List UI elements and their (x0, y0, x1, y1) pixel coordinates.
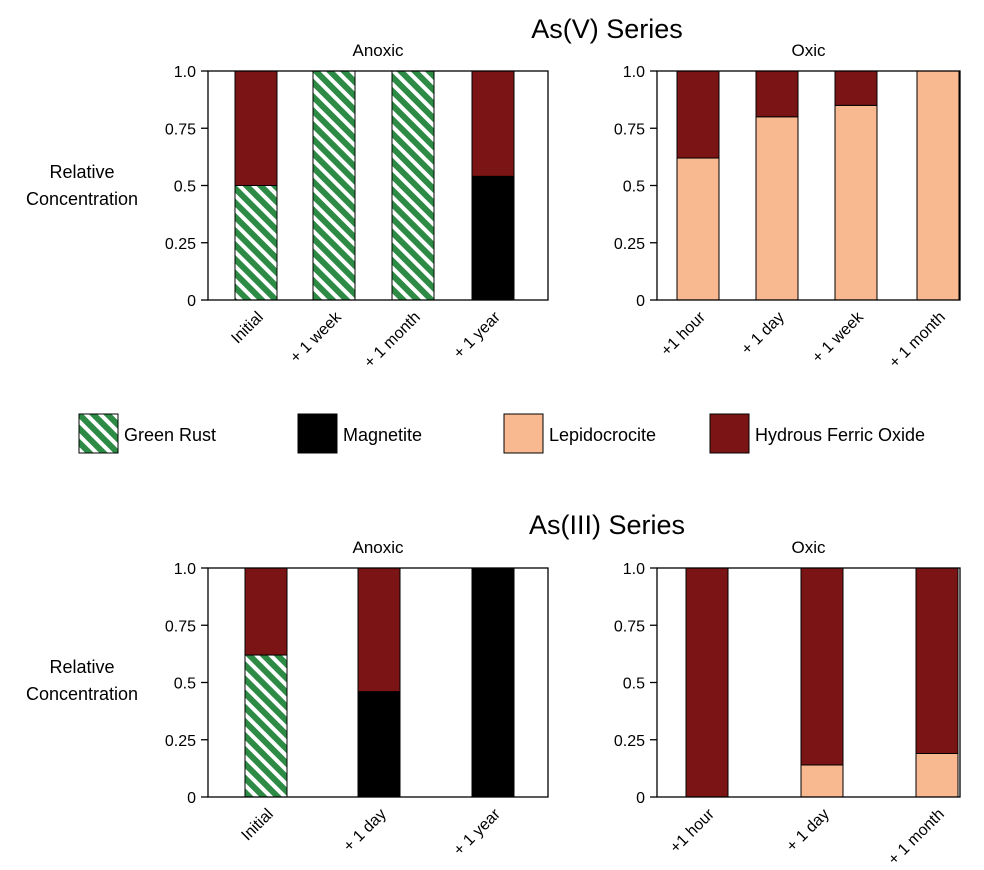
legend-label-green-rust: Green Rust (124, 425, 216, 445)
figure-title-as-iii: As(III) Series (529, 510, 685, 540)
y-tick-label: 0 (636, 790, 645, 807)
bar-magnetite-1-year (471, 567, 515, 798)
bar-magnetite-1-day (357, 691, 401, 798)
bar-lepidocrocite-1-hour (676, 157, 720, 301)
y-tick-label: 0.25 (165, 733, 196, 750)
x-tick-label: Initial (238, 806, 276, 844)
figure-title-as-v: As(V) Series (531, 14, 683, 44)
bar-lepidocrocite-1-day (800, 764, 844, 798)
panel-as-v-oxic: Oxic +1 hour + 1 day + 1 week + 1 month 0 0.25… (614, 41, 961, 372)
legend: Green Rust Magnetite Lepidocrocite Hydrous … (78, 413, 925, 454)
x-tick-label: + 1 month (886, 309, 949, 372)
bar-hydrous-ferric-oxide-1-day (755, 70, 799, 118)
y-tick-label: 0.75 (165, 121, 196, 138)
bar-lepidocrocite-1-day (755, 116, 799, 301)
y-tick-label: 0.75 (614, 121, 645, 138)
legend-label-magnetite: Magnetite (343, 425, 422, 445)
legend-swatch-magnetite (297, 413, 338, 454)
panel-as-iii-anoxic: Anoxic Initial + 1 day + 1 year 0 0.25 0.5 0.75… (165, 538, 549, 859)
bar-green-rust-initial (244, 654, 288, 798)
legend-swatch-hydrous-ferric-oxide (709, 413, 750, 454)
bar-green-rust-1-month (391, 70, 435, 301)
bar-hydrous-ferric-oxide-initial (234, 70, 278, 186)
x-tick-label: + 1 year (451, 308, 505, 362)
y-tick-label: 0.75 (614, 618, 645, 635)
x-tick-label: + 1 day (783, 806, 832, 855)
bar-hydrous-ferric-oxide-1-day (357, 567, 401, 693)
panel-title: Anoxic (352, 538, 404, 557)
y-tick-label: 0.5 (174, 676, 196, 693)
panel-title: Oxic (792, 41, 827, 60)
x-tick-label: + 1 week (287, 308, 345, 366)
panel-as-iii-oxic: Oxic +1 hour + 1 day + 1 month 0 0.25 0.5 0.75 1… (614, 538, 961, 869)
bar-lepidocrocite-1-month (916, 70, 960, 301)
x-tick-label: +1 hour (667, 805, 718, 856)
x-tick-label: + 1 month (885, 806, 948, 869)
x-tick-label: + 1 week (809, 308, 867, 366)
x-tick-label: Initial (228, 309, 266, 347)
legend-swatch-green-rust (78, 413, 119, 454)
legend-label-lepidocrocite: Lepidocrocite (549, 425, 656, 445)
x-tick-label: + 1 day (340, 806, 389, 855)
y-tick-label: 1.0 (174, 561, 196, 578)
panel-title: Oxic (792, 538, 827, 557)
bar-hydrous-ferric-oxide-1-hour (676, 70, 720, 159)
legend-label-hydrous-ferric-oxide: Hydrous Ferric Oxide (755, 425, 925, 445)
x-tick-label: +1 hour (658, 308, 709, 359)
y-tick-label: 0.5 (174, 179, 196, 196)
x-tick-label: + 1 year (451, 805, 505, 859)
y-tick-label: 0.5 (623, 179, 645, 196)
x-tick-label: + 1 month (361, 309, 424, 372)
bar-magnetite-1-year (471, 175, 515, 301)
bar-hydrous-ferric-oxide-1-year (471, 70, 515, 177)
y-tick-label: 1.0 (174, 64, 196, 81)
panel-title: Anoxic (352, 41, 404, 60)
y-tick-label: 0.5 (623, 676, 645, 693)
bar-hydrous-ferric-oxide-1-month (915, 567, 959, 754)
bar-lepidocrocite-1-week (834, 104, 878, 301)
bar-hydrous-ferric-oxide-1-day (800, 567, 844, 766)
y-tick-label: 0.75 (165, 618, 196, 635)
y-tick-label: 0 (187, 790, 196, 807)
legend-swatch-lepidocrocite (503, 413, 544, 454)
bar-hydrous-ferric-oxide-initial (244, 567, 288, 656)
x-tick-label: + 1 day (738, 309, 787, 358)
y-tick-label: 0.25 (614, 733, 645, 750)
y-axis-label-top: Relative Concentration (26, 162, 138, 209)
y-tick-label: 0.25 (165, 236, 196, 253)
bar-lepidocrocite-1-month (915, 752, 959, 798)
bar-hydrous-ferric-oxide-1-week (834, 70, 878, 106)
y-axis-label-bottom: Relative Concentration (26, 657, 138, 704)
panel-as-v-anoxic: Anoxic Initial + 1 week + 1 month + 1 year 0 0… (165, 41, 549, 372)
y-tick-label: 0 (636, 293, 645, 310)
y-tick-label: 1.0 (623, 64, 645, 81)
bar-hydrous-ferric-oxide-1-hour (685, 567, 729, 798)
y-tick-label: 0.25 (614, 236, 645, 253)
bar-green-rust-1-week (312, 70, 356, 301)
y-tick-label: 1.0 (623, 561, 645, 578)
y-tick-label: 0 (187, 293, 196, 310)
bar-green-rust-initial (234, 185, 278, 301)
